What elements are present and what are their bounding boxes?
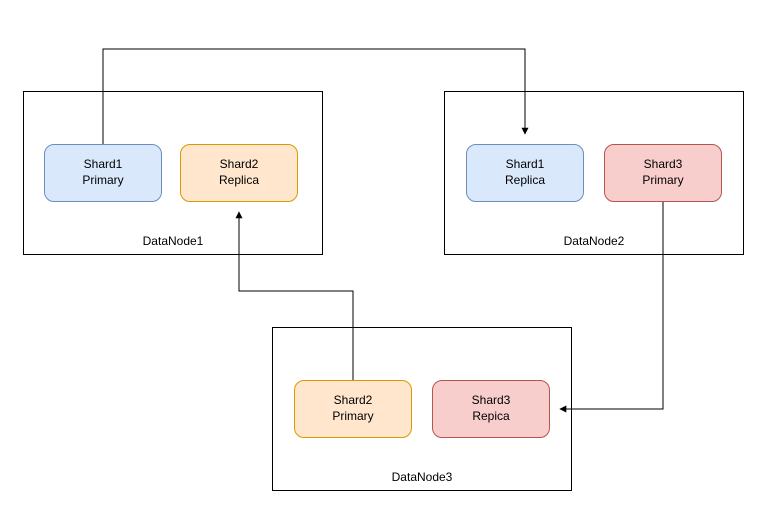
shard-line2: Primary (82, 173, 123, 189)
shard-line2: Primary (642, 173, 683, 189)
shard-line2: Repica (472, 409, 509, 425)
shard-line2: Primary (332, 409, 373, 425)
shard-s2p: Shard2Primary (294, 380, 412, 438)
shard-s2r: Shard2Replica (180, 144, 298, 202)
diagram-canvas: DataNode1DataNode2DataNode3Shard1Primary… (0, 0, 761, 518)
shard-line2: Replica (505, 173, 545, 189)
container-label-dn2: DataNode2 (445, 234, 743, 248)
shard-line1: Shard2 (334, 393, 373, 409)
shard-line1: Shard1 (506, 157, 545, 173)
shard-line1: Shard2 (220, 157, 259, 173)
shard-line1: Shard3 (644, 157, 683, 173)
shard-s1r: Shard1Replica (466, 144, 584, 202)
container-label-dn1: DataNode1 (24, 234, 322, 248)
shard-line2: Replica (219, 173, 259, 189)
shard-s1p: Shard1Primary (44, 144, 162, 202)
shard-line1: Shard3 (472, 393, 511, 409)
container-label-dn3: DataNode3 (273, 470, 571, 484)
shard-line1: Shard1 (84, 157, 123, 173)
shard-s3r: Shard3Repica (432, 380, 550, 438)
shard-s3p: Shard3Primary (604, 144, 722, 202)
